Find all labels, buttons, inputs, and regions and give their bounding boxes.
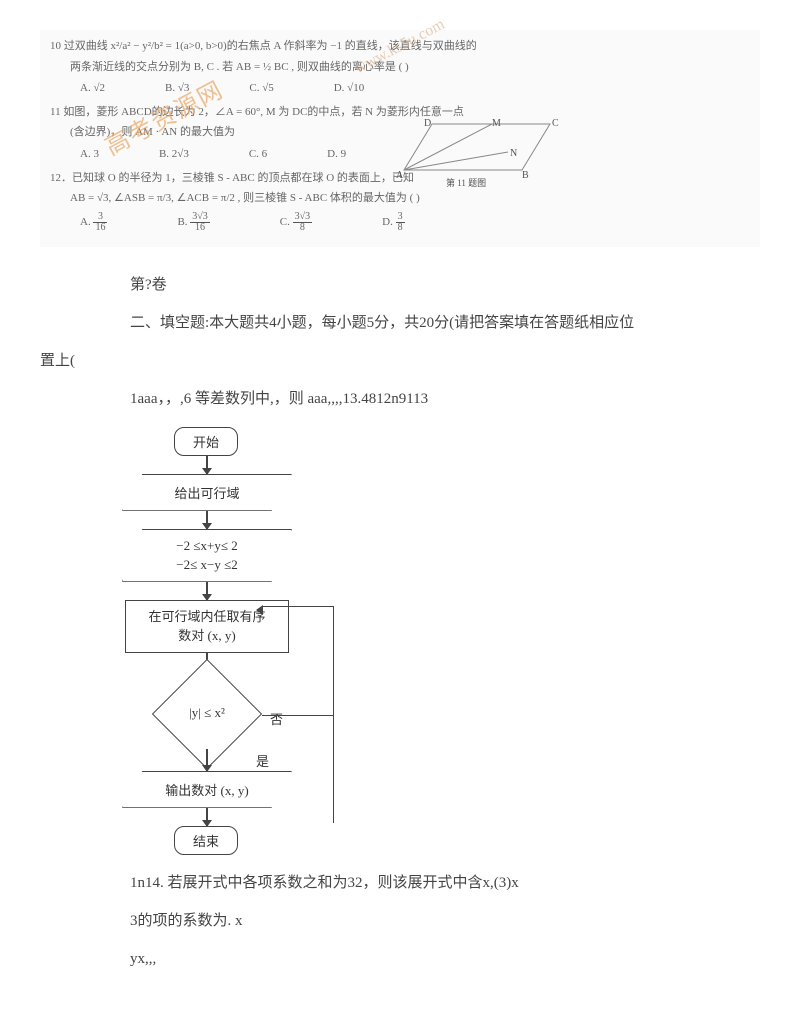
- q10-opt-a: A. √2: [80, 80, 105, 98]
- q12-opt-d: D. 38: [382, 212, 404, 233]
- q10-opt-c: C. √5: [249, 80, 273, 98]
- body-text: 第?卷 二、填空题:本大题共4小题，每小题5分，共20分(请把答案填在答题纸相应…: [100, 267, 740, 417]
- fc-arrow: [206, 808, 208, 826]
- fc-decision: |y| ≤ x² 否 是: [152, 679, 262, 749]
- q12-opt-a: A. 316: [80, 212, 107, 233]
- fc-end: 结束: [174, 826, 238, 855]
- fig-label-m: M: [492, 116, 501, 132]
- fc-arrow: [206, 456, 208, 474]
- q11-opt-b: B. 2√3: [159, 146, 189, 164]
- q11-opt-d: D. 9: [327, 146, 346, 164]
- fc-arrow: [206, 511, 208, 529]
- q12-opt-c: C. 3√38: [280, 212, 312, 233]
- fig-label-n: N: [510, 146, 517, 162]
- fc-start: 开始: [174, 427, 238, 456]
- fillblank-title-1: 二、填空题:本大题共4小题，每小题5分，共20分(请把答案填在答题纸相应位: [100, 305, 740, 341]
- q10-options: A. √2 B. √3 C. √5 D. √10: [50, 80, 750, 98]
- fc-check-label: |y| ≤ x²: [152, 705, 262, 721]
- scanned-question-block: 高考资源网 www.ks5u.com 10 过双曲线 x²/a² − y²/b²…: [40, 30, 760, 247]
- q14-line-b: 3的项的系数为. x: [100, 903, 740, 939]
- section-label: 第?卷: [100, 267, 740, 303]
- fc-pick-2: 数对 (x, y): [138, 626, 276, 646]
- fc-arrow: [206, 582, 208, 600]
- flowchart: 开始 给出可行域 −2 ≤x+y≤ 2 −2≤ x−y ≤2 在可行域内任取有序…: [110, 427, 760, 855]
- fillblank-title-2: 置上(: [40, 343, 740, 379]
- q11-opt-c: C. 6: [249, 146, 267, 164]
- q10-line2: 两条渐近线的交点分别为 B, C . 若 AB = ½ BC , 则双曲线的离心…: [50, 59, 750, 77]
- q11-fig-caption: 第 11 题图: [446, 176, 486, 190]
- q12-opt-b: B. 3√316: [177, 212, 209, 233]
- fc-cond1b: −2≤ x−y ≤2: [149, 555, 265, 575]
- q12-options: A. 316 B. 3√316 C. 3√38 D. 38: [50, 212, 750, 233]
- fc-arrow: [206, 749, 208, 771]
- q10-opt-d: D. √10: [334, 80, 364, 98]
- fig-label-a: A: [396, 168, 403, 184]
- fc-input: 给出可行域: [122, 474, 292, 511]
- fc-output: 输出数对 (x, y): [122, 771, 292, 808]
- fig-label-c: C: [552, 116, 559, 132]
- fig-label-d: D: [424, 116, 431, 132]
- q11-opt-a: A. 3: [80, 146, 99, 164]
- body-text-after: 1n14. 若展开式中各项系数之和为32，则该展开式中含x,(3)x 3的项的系…: [100, 865, 740, 977]
- q14-line-a: 1n14. 若展开式中各项系数之和为32，则该展开式中含x,(3)x: [100, 865, 740, 901]
- fc-cond1a: −2 ≤x+y≤ 2: [149, 536, 265, 556]
- q13-line: 1aaa，，,6 等差数列中,，则 aaa,,,,13.4812n9113: [100, 381, 740, 417]
- q11-figure: D M C N A B 第 11 题图: [400, 118, 570, 196]
- fc-domain: −2 ≤x+y≤ 2 −2≤ x−y ≤2: [122, 529, 292, 582]
- fig-label-b: B: [522, 168, 529, 184]
- yx-line: yx,,,: [100, 941, 740, 977]
